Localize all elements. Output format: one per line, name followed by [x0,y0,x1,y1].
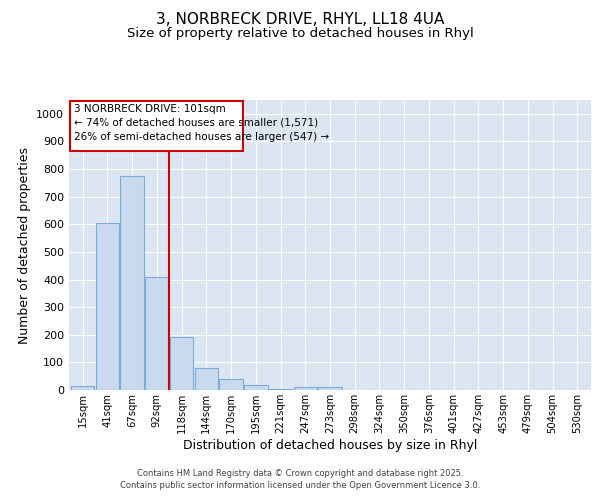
Bar [269,388,292,390]
Text: Size of property relative to detached houses in Rhyl: Size of property relative to detached ho… [127,28,473,40]
Text: 3, NORBRECK DRIVE, RHYL, LL18 4UA: 3, NORBRECK DRIVE, RHYL, LL18 4UA [156,12,444,28]
X-axis label: Distribution of detached houses by size in Rhyl: Distribution of detached houses by size … [183,438,477,452]
Bar [145,277,169,390]
Bar [95,223,119,390]
Text: Contains public sector information licensed under the Open Government Licence 3.: Contains public sector information licen… [120,481,480,490]
Bar [121,176,144,390]
Bar [293,386,317,390]
Bar [170,337,193,390]
Y-axis label: Number of detached properties: Number of detached properties [17,146,31,344]
FancyBboxPatch shape [70,100,244,151]
Bar [71,386,94,390]
Text: Contains HM Land Registry data © Crown copyright and database right 2025.: Contains HM Land Registry data © Crown c… [137,468,463,477]
Bar [194,368,218,390]
Bar [318,387,342,390]
Bar [244,385,268,390]
Text: 3 NORBRECK DRIVE: 101sqm
← 74% of detached houses are smaller (1,571)
26% of sem: 3 NORBRECK DRIVE: 101sqm ← 74% of detach… [74,104,329,142]
Bar [219,379,243,390]
